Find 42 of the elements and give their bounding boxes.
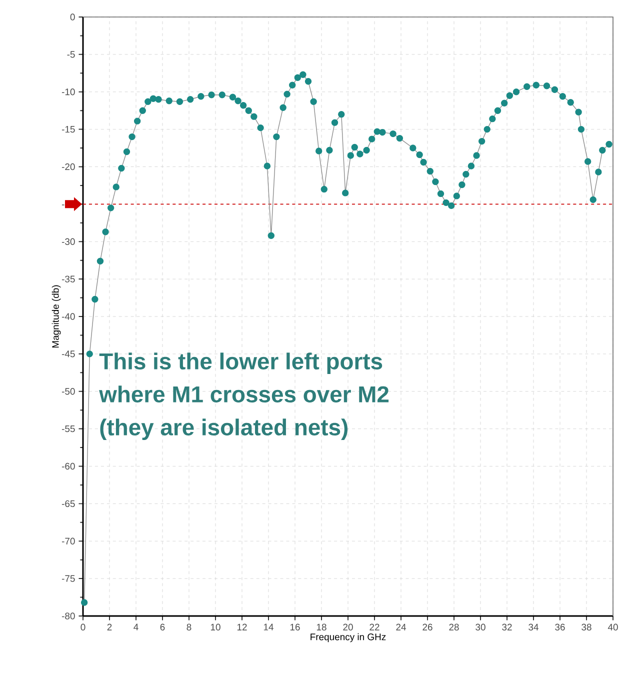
y-tick-label: -55: [62, 426, 75, 432]
y-tick-label: -65: [62, 500, 75, 508]
annotation: This is the lower left ports: [99, 352, 382, 374]
x-tick-label: 6: [160, 624, 165, 630]
x-tick-label: 24: [396, 624, 406, 630]
x-tick-label: 20: [343, 624, 353, 630]
y-tick-label: -75: [62, 575, 75, 582]
x-axis-title: Frequency in GHz: [310, 633, 386, 642]
x-tick-label: 38: [582, 624, 592, 630]
y-tick-label: -35: [62, 276, 75, 282]
x-tick-label: 0: [80, 624, 86, 630]
annotation: where M1 crosses over M2: [99, 386, 389, 402]
y-tick-label: -5: [67, 51, 75, 58]
x-tick-label: 36: [555, 624, 565, 630]
x-tick-label: 30: [476, 624, 486, 630]
x-tick-label: 10: [210, 624, 220, 630]
x-tick-label: 12: [237, 624, 247, 630]
x-tick-label: 16: [290, 624, 300, 630]
x-tick-label: 8: [186, 624, 192, 630]
y-tick-label: 0: [70, 14, 75, 20]
x-tick-label: 18: [316, 624, 326, 630]
y-tick-label: -20: [62, 163, 75, 170]
y-tick-label: -80: [62, 612, 75, 620]
y-tick-label: -70: [62, 538, 75, 544]
x-tick-label: 14: [264, 624, 274, 630]
x-tick-label: 26: [422, 624, 432, 630]
y-tick-label: -15: [62, 126, 75, 133]
y-tick-label: -50: [62, 388, 75, 395]
x-tick-label: 4: [134, 624, 138, 630]
y-tick-label: -30: [62, 238, 75, 245]
y-axis-title: Magnitude (db): [52, 285, 61, 348]
x-tick-label: 2: [107, 624, 112, 630]
y-tick-label: -40: [62, 313, 75, 320]
x-tick-label: 28: [449, 624, 459, 630]
annotation: (they are isolated nets): [100, 418, 348, 440]
y-tick-label: -10: [62, 88, 75, 96]
y-tick-label: -45: [62, 350, 75, 358]
y-tick-label: -60: [62, 462, 75, 470]
x-tick-label: 32: [502, 624, 512, 630]
x-tick-label: 22: [370, 624, 380, 630]
x-tick-label: 34: [528, 624, 538, 630]
x-tick-label: 40: [608, 624, 618, 630]
